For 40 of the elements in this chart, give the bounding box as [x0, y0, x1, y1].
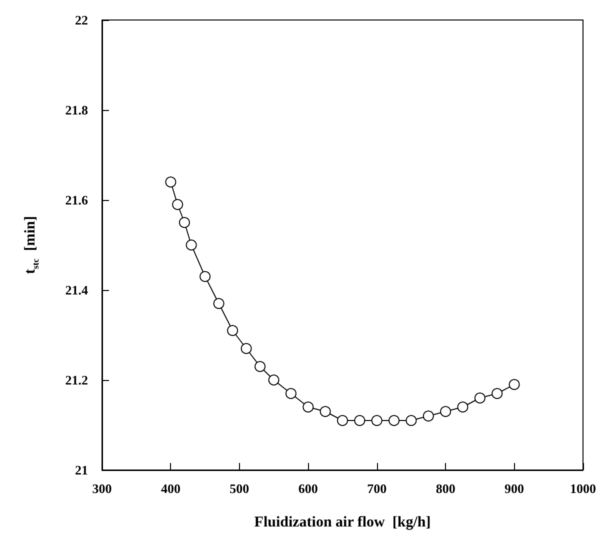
point — [213, 298, 224, 309]
point — [337, 415, 348, 426]
x-axis-title: Fluidization air flow [kg/h] — [254, 514, 431, 530]
point — [186, 240, 197, 250]
y-tick-label: 21.6 — [65, 192, 88, 208]
point — [302, 402, 314, 412]
point — [227, 325, 238, 336]
point — [492, 388, 503, 399]
point — [406, 415, 417, 426]
x-tick-label: 700 — [367, 481, 387, 496]
point — [240, 343, 252, 354]
x-tick-label: 900 — [504, 481, 524, 496]
x-tick-label: 300 — [92, 481, 112, 496]
point — [457, 402, 468, 412]
y-tick-label: 21.8 — [65, 102, 88, 118]
point — [388, 415, 400, 426]
point — [354, 415, 366, 426]
x-tick-label: 500 — [230, 481, 250, 496]
y-tick-label: 22 — [75, 12, 88, 28]
point — [165, 176, 176, 188]
point — [474, 392, 486, 404]
y-tick-label: 21 — [75, 462, 88, 478]
point — [268, 374, 280, 386]
point — [178, 217, 190, 228]
point — [285, 388, 296, 399]
point — [320, 406, 331, 417]
x-tick-label: 800 — [436, 481, 456, 496]
y-axis-title: tstc [min] — [22, 216, 40, 274]
point — [172, 199, 184, 210]
x-tick-label: 1000 — [570, 481, 596, 496]
y-tick-label: 21.2 — [65, 372, 88, 388]
point — [200, 271, 211, 282]
x-tick-label: 400 — [160, 481, 180, 496]
point — [254, 361, 266, 372]
point — [508, 379, 520, 390]
point — [371, 415, 382, 426]
x-tick-label: 600 — [298, 481, 318, 496]
y-tick-label: 21.4 — [65, 282, 88, 298]
point — [422, 410, 434, 422]
point — [440, 406, 452, 417]
